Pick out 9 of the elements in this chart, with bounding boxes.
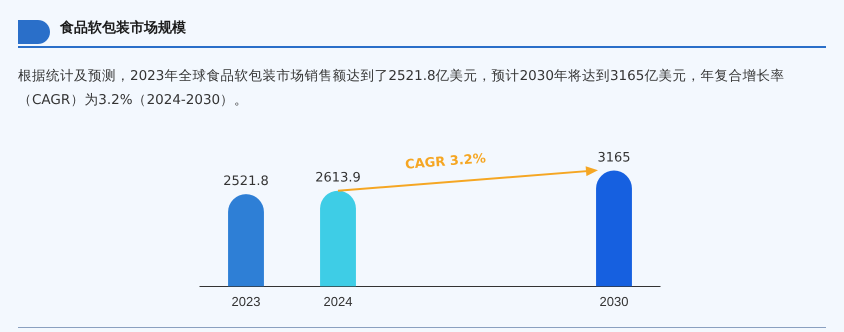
data-label: 3165 [597,150,631,166]
annotation: CAGR 3.2% [404,151,486,173]
data-label: 2613.9 [315,170,361,186]
x-tick-label: 2030 [600,294,628,309]
x-tick-label: 2024 [324,294,352,309]
chart-subtitle: 根据统计及预测，2023年全球食品软包装市场销售额达到了2521.8亿美元，预计2030年将达到3165亿美元，年复合增长率（CAGR）为3.2%（2024-2030）。 [18,67,786,110]
x-tick-label: 2023 [232,294,260,309]
chart-title: 食品软包装市场规模 [60,19,186,37]
data-label: 2521.8 [223,174,269,189]
